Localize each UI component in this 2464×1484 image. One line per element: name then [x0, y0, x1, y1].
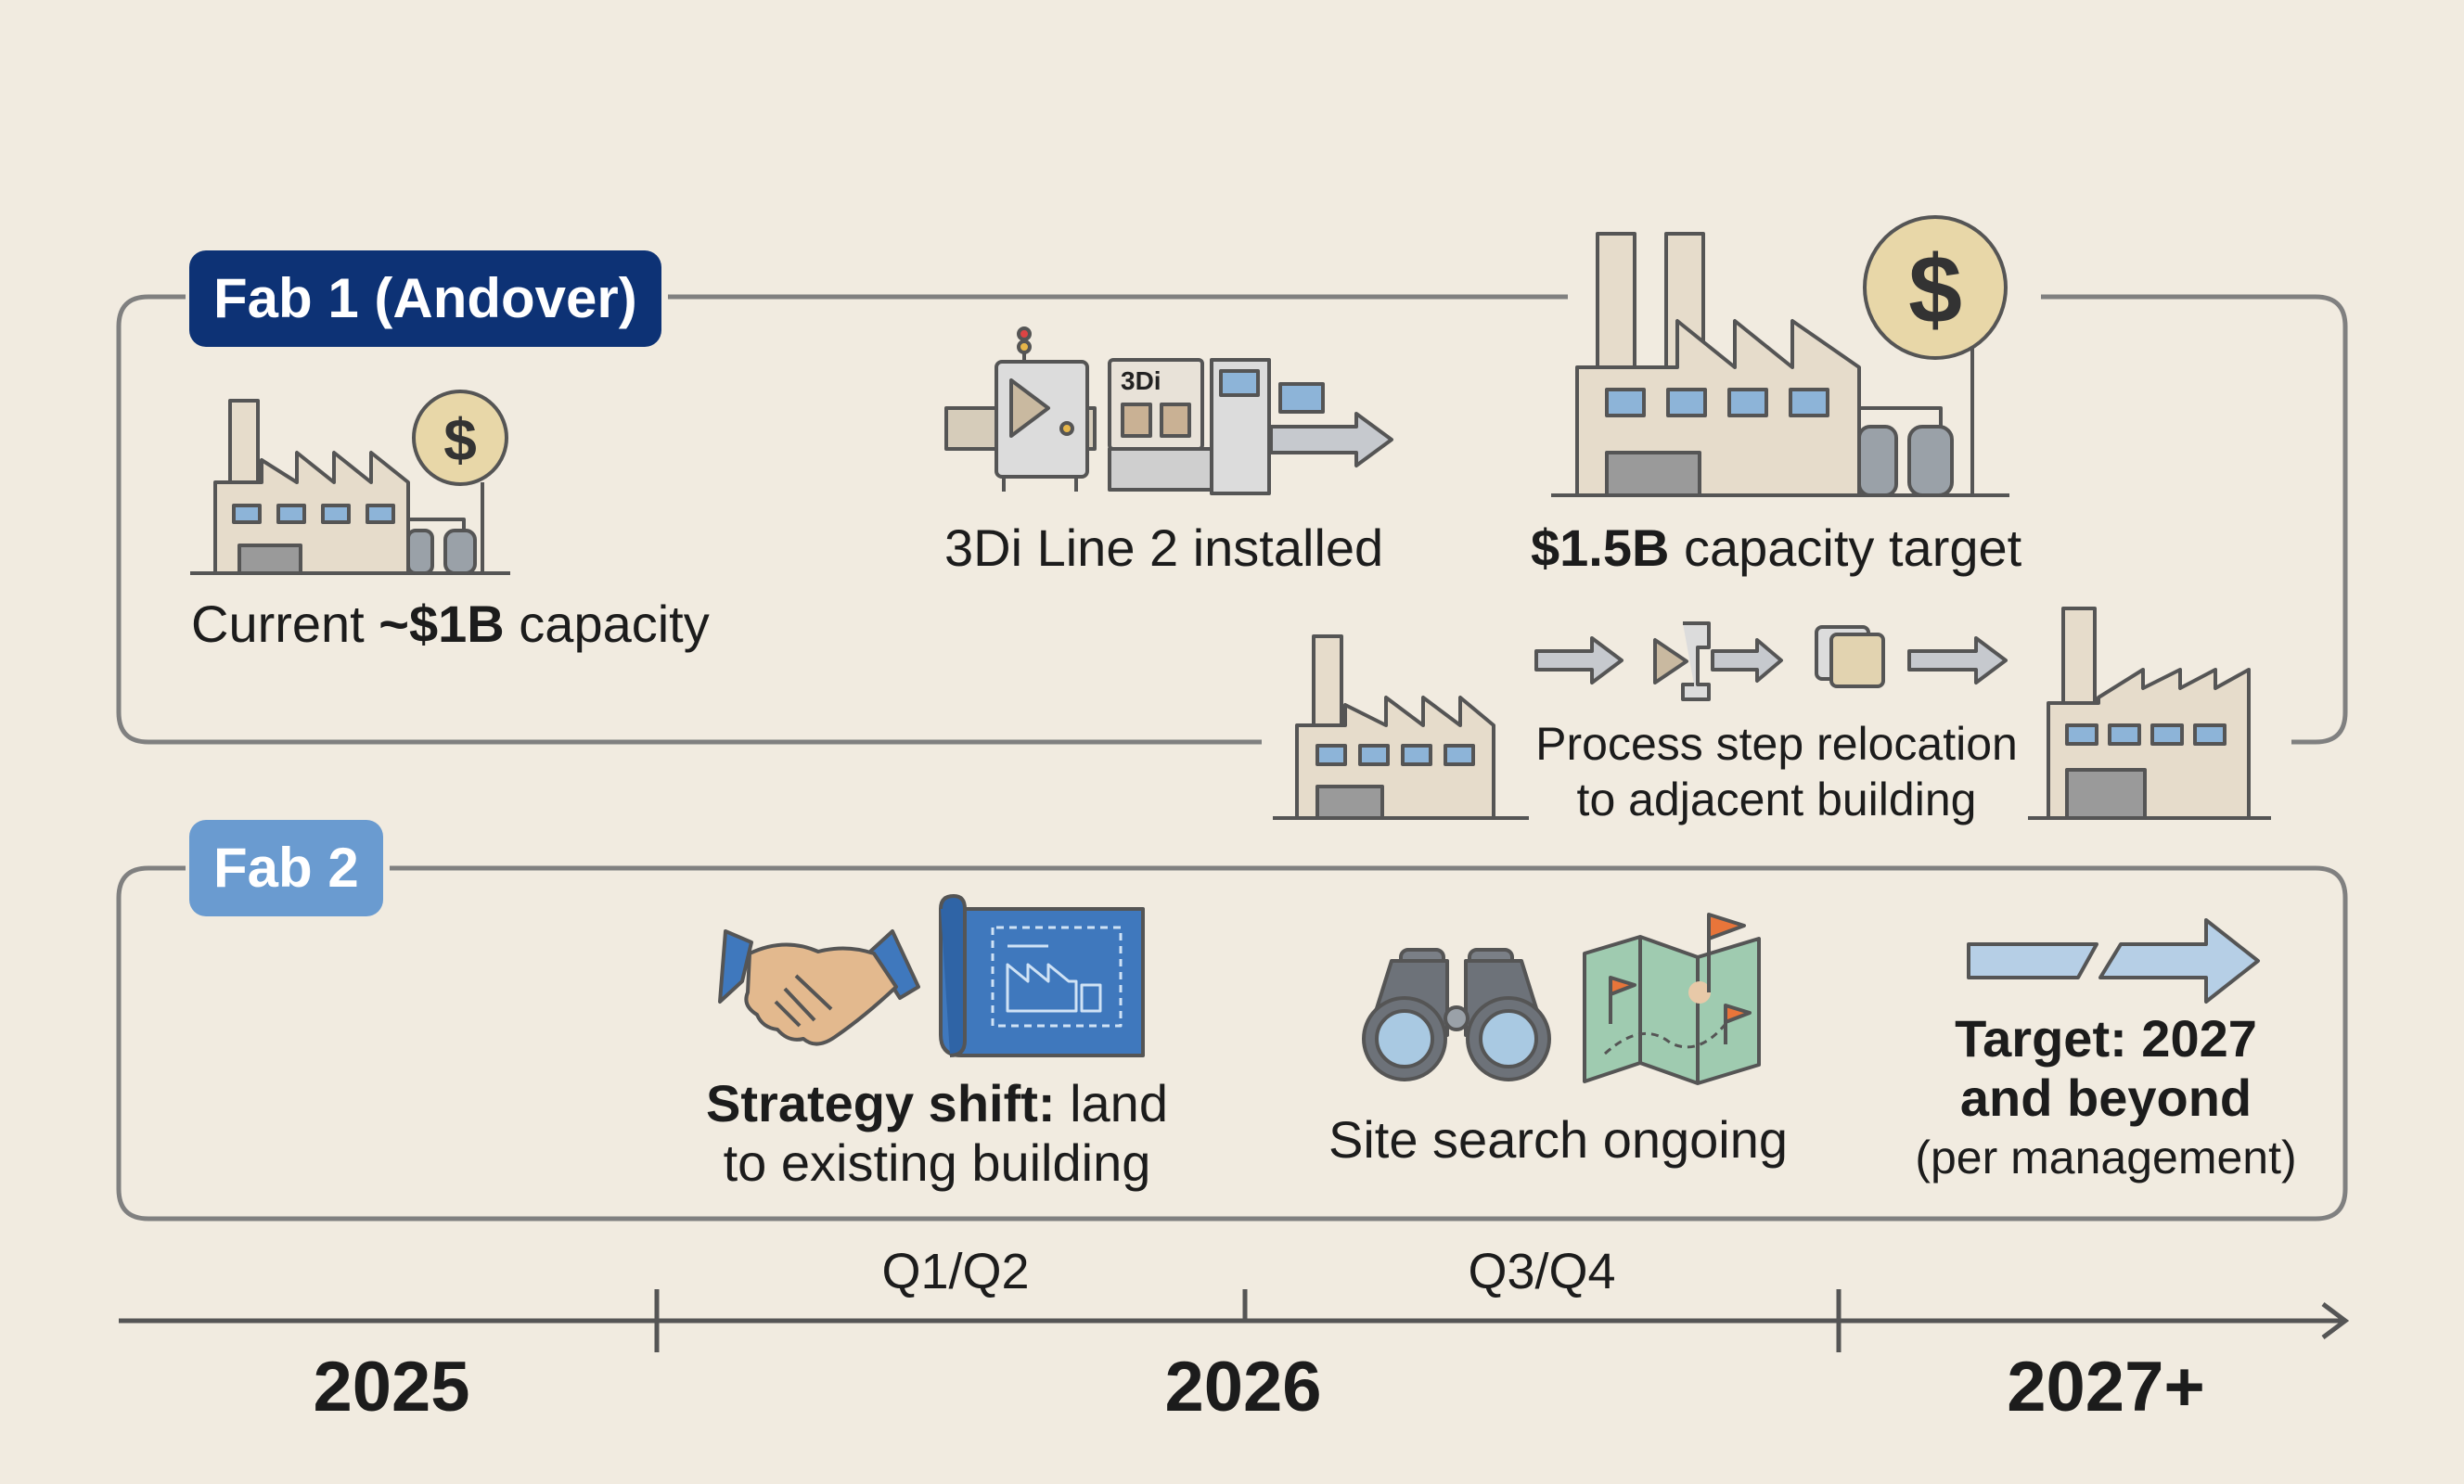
- strategy-shift-label: Strategy shift: land to existing buildin…: [659, 1074, 1215, 1193]
- relocation-target-factory-icon: [2028, 607, 2271, 820]
- current-capacity-value: ~$1B: [379, 595, 505, 653]
- target-line2: and beyond: [1959, 1068, 2252, 1127]
- target-capacity-label: $1.5B capacity target: [1531, 518, 2021, 578]
- fab1-title: Fab 1 (Andover): [189, 250, 661, 347]
- line-machine-icon: 3Di: [944, 326, 1393, 495]
- line2-installed-label: 3Di Line 2 installed: [944, 518, 1384, 577]
- quarter-label-q3q4: Q3/Q4: [1468, 1244, 1616, 1299]
- relocation-line1: Process step relocation: [1535, 718, 2018, 770]
- year-label-2025: 2025: [313, 1348, 470, 1426]
- current-capacity-prefix: Current: [191, 595, 379, 653]
- target-capacity-factory-icon: $: [1551, 215, 2009, 497]
- blueprint-icon: [939, 894, 1145, 1057]
- relocation-label: Process step relocation to adjacent buil…: [1521, 716, 2032, 827]
- machine-3di-label: 3Di: [1121, 366, 1161, 395]
- year-label-2027-plus: 2027+: [2007, 1348, 2205, 1426]
- current-capacity-label: Current ~$1B capacity: [191, 594, 710, 654]
- current-capacity-suffix: capacity: [504, 595, 710, 653]
- svg-text:$: $: [1908, 237, 1962, 344]
- map-icon: [1583, 913, 1761, 1085]
- forward-arrow-icon: [1967, 918, 2260, 1004]
- target-capacity-suffix: capacity target: [1669, 518, 2022, 577]
- fab2-title: Fab 2: [189, 820, 383, 916]
- relocation-source-factory-icon: [1273, 634, 1529, 820]
- fab1-panel-border: [116, 294, 2348, 745]
- strategy-shift-line2: to existing building: [723, 1133, 1151, 1192]
- target-line1: Target: 2027: [1955, 1009, 2257, 1068]
- target-label: Target: 2027 and beyond (per management): [1893, 1009, 2319, 1187]
- quarter-label-q1q2: Q1/Q2: [881, 1244, 1030, 1299]
- year-label-2026: 2026: [1164, 1348, 1322, 1426]
- target-capacity-value: $1.5B: [1531, 518, 1670, 577]
- current-capacity-factory-icon: $: [190, 390, 510, 575]
- target-line3: (per management): [1915, 1132, 2297, 1183]
- strategy-shift-bold: Strategy shift:: [706, 1074, 1056, 1132]
- fab2-panel-border: [116, 865, 2348, 1222]
- strategy-shift-line1: land: [1055, 1074, 1168, 1132]
- relocation-flow-icon: [1534, 621, 2008, 701]
- binoculars-icon: [1362, 948, 1551, 1081]
- timeline-axis: [119, 1289, 2350, 1352]
- svg-text:$: $: [443, 406, 477, 473]
- relocation-line2: to adjacent building: [1576, 774, 1977, 825]
- handshake-icon: [718, 929, 920, 1046]
- site-search-label: Site search ongoing: [1328, 1110, 1789, 1169]
